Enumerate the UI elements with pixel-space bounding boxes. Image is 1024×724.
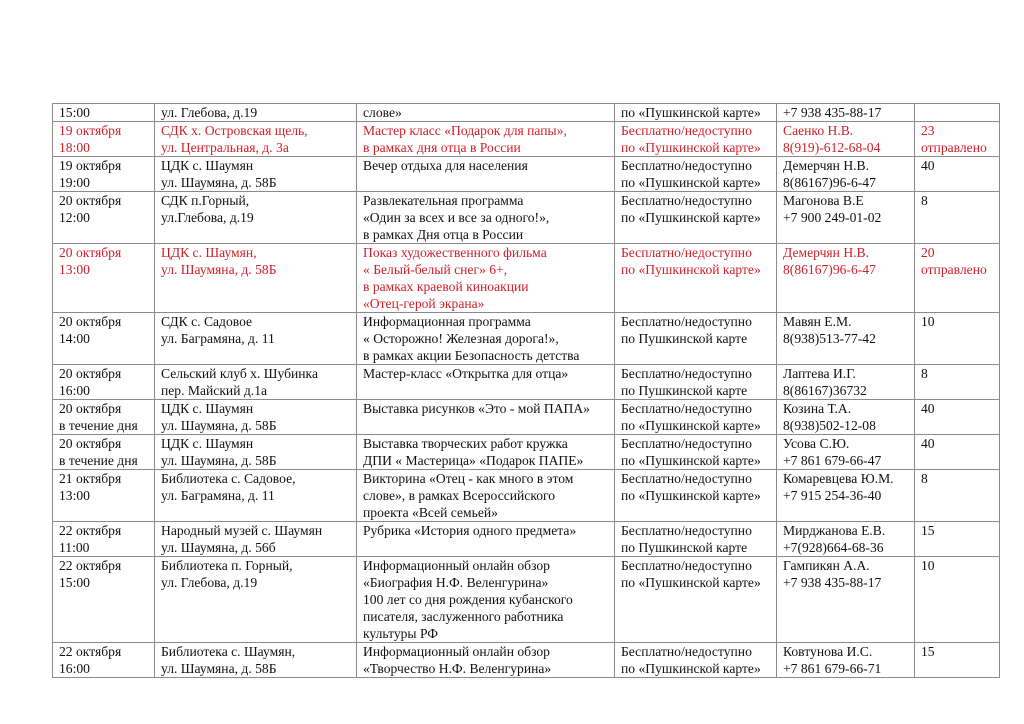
table-row: 22 октября 16:00 Библиотека с. Шаумян, ул… [52, 642, 1000, 678]
venue-cell: СДК х. Островская щель, ул. Центральная,… [154, 121, 357, 157]
venue-cell: ЦДК с. Шаумян, ул. Шаумяна, д. 58Б [154, 243, 357, 313]
venue-cell: Народный музей с. Шаумян ул. Шаумяна, д.… [154, 521, 357, 557]
attendance-cell: 15 [914, 642, 1000, 678]
price-cell: Бесплатно/недоступно по «Пушкинской карт… [614, 434, 777, 470]
table-row: 20 октября 12:00 СДК п.Горный, ул.Глебова… [52, 191, 1000, 244]
table-row: 21 октября 13:00 Библиотека с. Садовое, у… [52, 469, 1000, 522]
events-table-body: 15:00 ул. Глебова, д.19 слове» по «Пушкинск… [52, 103, 1000, 678]
attendance-cell: 10 [914, 312, 1000, 365]
events-table: 15:00 ул. Глебова, д.19 слове» по «Пушкинск… [52, 103, 1000, 678]
contact-cell: Усова С.Ю. +7 861 679-66-47 [776, 434, 915, 470]
price-cell: Бесплатно/недоступно по «Пушкинской карт… [614, 556, 777, 643]
table-row: 19 октября 19:00 ЦДК с. Шаумян ул. Шаумян… [52, 156, 1000, 192]
event-cell: Развлекательная программа «Один за всех … [356, 191, 615, 244]
attendance-cell: 15 [914, 521, 1000, 557]
price-cell: Бесплатно/недоступно по «Пушкинской карт… [614, 243, 777, 313]
venue-cell: СДК п.Горный, ул.Глебова, д.19 [154, 191, 357, 244]
attendance-cell: 40 [914, 156, 1000, 192]
table-row: 15:00 ул. Глебова, д.19 слове» по «Пушкинск… [52, 103, 1000, 122]
venue-cell: ЦДК с. Шаумян ул. Шаумяна, д. 58Б [154, 434, 357, 470]
price-cell: Бесплатно/недоступно по Пушкинской карте [614, 521, 777, 557]
event-cell: Викторина «Отец - как много в этом слове… [356, 469, 615, 522]
table-row: 20 октября в течение дня ЦДК с. Шаумян ул… [52, 434, 1000, 470]
date-time-cell: 20 октября 14:00 [52, 312, 155, 365]
table-row: 20 октября в течение дня ЦДК с. Шаумян ул… [52, 399, 1000, 435]
contact-cell: Мавян Е.М. 8(938)513-77-42 [776, 312, 915, 365]
price-cell: Бесплатно/недоступно по «Пушкинской карт… [614, 469, 777, 522]
attendance-cell: 40 [914, 399, 1000, 435]
attendance-cell: 20 отправлено [914, 243, 1000, 313]
venue-cell: ул. Глебова, д.19 [154, 103, 357, 122]
attendance-cell: 8 [914, 469, 1000, 522]
date-time-cell: 19 октября 19:00 [52, 156, 155, 192]
event-cell: Информационный онлайн обзор «Биография Н… [356, 556, 615, 643]
table-row: 20 октября 14:00 СДК с. Садовое ул. Багра… [52, 312, 1000, 365]
contact-cell: Комаревцева Ю.М. +7 915 254-36-40 [776, 469, 915, 522]
price-cell: Бесплатно/недоступно по «Пушкинской карт… [614, 642, 777, 678]
attendance-cell: 40 [914, 434, 1000, 470]
attendance-cell: 23 отправлено [914, 121, 1000, 157]
contact-cell: Демерчян Н.В. 8(86167)96-6-47 [776, 243, 915, 313]
contact-cell: Мирджанова Е.В. +7(928)664-68-36 [776, 521, 915, 557]
price-cell: по «Пушкинской карте» [614, 103, 777, 122]
venue-cell: Сельский клуб х. Шубинка пер. Майский д.… [154, 364, 357, 400]
date-time-cell: 15:00 [52, 103, 155, 122]
price-cell: Бесплатно/недоступно по «Пушкинской карт… [614, 121, 777, 157]
event-cell: Вечер отдыха для населения [356, 156, 615, 192]
venue-cell: Библиотека с. Садовое, ул. Баграмяна, д.… [154, 469, 357, 522]
event-cell: Рубрика «История одного предмета» [356, 521, 615, 557]
contact-cell: Лаптева И.Г. 8(86167)36732 [776, 364, 915, 400]
event-cell: слове» [356, 103, 615, 122]
event-cell: Информационная программа « Осторожно! Же… [356, 312, 615, 365]
venue-cell: ЦДК с. Шаумян ул. Шаумяна, д. 58Б [154, 399, 357, 435]
date-time-cell: 20 октября в течение дня [52, 434, 155, 470]
price-cell: Бесплатно/недоступно по «Пушкинской карт… [614, 399, 777, 435]
date-time-cell: 20 октября 13:00 [52, 243, 155, 313]
venue-cell: ЦДК с. Шаумян ул. Шаумяна, д. 58Б [154, 156, 357, 192]
contact-cell: Гампикян А.А. +7 938 435-88-17 [776, 556, 915, 643]
price-cell: Бесплатно/недоступно по «Пушкинской карт… [614, 191, 777, 244]
venue-cell: Библиотека п. Горный, ул. Глебова, д.19 [154, 556, 357, 643]
venue-cell: СДК с. Садовое ул. Баграмяна, д. 11 [154, 312, 357, 365]
attendance-cell: 10 [914, 556, 1000, 643]
table-row: 20 октября 16:00 Сельский клуб х. Шубинка… [52, 364, 1000, 400]
event-cell: Мастер-класс «Открытка для отца» [356, 364, 615, 400]
attendance-cell: 8 [914, 364, 1000, 400]
event-cell: Выставка рисунков «Это - мой ПАПА» [356, 399, 615, 435]
contact-cell: Козина Т.А. 8(938)502-12-08 [776, 399, 915, 435]
venue-cell: Библиотека с. Шаумян, ул. Шаумяна, д. 58… [154, 642, 357, 678]
table-row: 22 октября 11:00 Народный музей с. Шаумян… [52, 521, 1000, 557]
date-time-cell: 22 октября 15:00 [52, 556, 155, 643]
contact-cell: Демерчян Н.В. 8(86167)96-6-47 [776, 156, 915, 192]
attendance-cell [914, 103, 1000, 122]
date-time-cell: 22 октября 11:00 [52, 521, 155, 557]
contact-cell: Ковтунова И.С. +7 861 679-66-71 [776, 642, 915, 678]
table-row: 19 октября 18:00 СДК х. Островская щель, … [52, 121, 1000, 157]
price-cell: Бесплатно/недоступно по Пушкинской карте [614, 312, 777, 365]
event-cell: Показ художественного фильма « Белый-бел… [356, 243, 615, 313]
date-time-cell: 20 октября 16:00 [52, 364, 155, 400]
date-time-cell: 19 октября 18:00 [52, 121, 155, 157]
date-time-cell: 21 октября 13:00 [52, 469, 155, 522]
event-cell: Информационный онлайн обзор «Творчество … [356, 642, 615, 678]
date-time-cell: 22 октября 16:00 [52, 642, 155, 678]
table-row: 20 октября 13:00 ЦДК с. Шаумян, ул. Шаумя… [52, 243, 1000, 313]
price-cell: Бесплатно/недоступно по «Пушкинской карт… [614, 156, 777, 192]
event-cell: Мастер класс «Подарок для папы», в рамка… [356, 121, 615, 157]
date-time-cell: 20 октября 12:00 [52, 191, 155, 244]
event-cell: Выставка творческих работ кружка ДПИ « М… [356, 434, 615, 470]
contact-cell: +7 938 435-88-17 [776, 103, 915, 122]
contact-cell: Магонова В.Е +7 900 249-01-02 [776, 191, 915, 244]
table-row: 22 октября 15:00 Библиотека п. Горный, ул… [52, 556, 1000, 643]
attendance-cell: 8 [914, 191, 1000, 244]
date-time-cell: 20 октября в течение дня [52, 399, 155, 435]
contact-cell: Саенко Н.В. 8(919)-612-68-04 [776, 121, 915, 157]
price-cell: Бесплатно/недоступно по Пушкинской карте [614, 364, 777, 400]
